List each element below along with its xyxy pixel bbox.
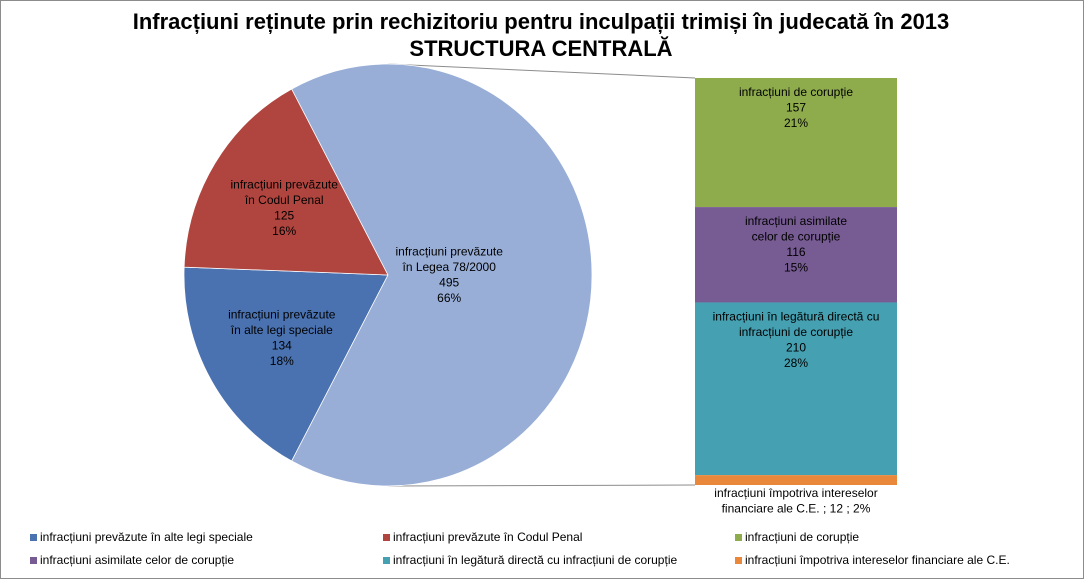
data-label-line: 15% (784, 261, 808, 275)
data-label-line: infracțiuni împotriva intereselor (714, 486, 877, 500)
bar-segment (695, 302, 897, 476)
legend-item: infracțiuni prevăzute în alte legi speci… (30, 530, 253, 544)
data-label-line: infracțiuni asimilate (745, 214, 847, 228)
legend-item: infracțiuni de corupție (735, 530, 859, 544)
legend-label: infracțiuni în legătură directă cu infra… (393, 553, 677, 567)
data-label-line: infracțiuni prevăzute (228, 308, 336, 322)
data-label-line: 134 (272, 339, 292, 353)
chart-subtitle: STRUCTURA CENTRALĂ (409, 36, 672, 61)
data-label-line: 157 (786, 101, 806, 115)
legend-label: infracțiuni de corupție (745, 530, 859, 544)
legend-item: infracțiuni asimilate celor de corupție (30, 553, 234, 567)
data-label-line: 28% (784, 356, 808, 370)
bar-segment-data-label: infracțiuni în legătură directă cuinfrac… (713, 310, 880, 371)
stacked-bar: infracțiuni de corupție15721%infracțiuni… (695, 78, 897, 516)
bar-segment-data-label: infracțiuni împotriva intereselor financi… (714, 486, 877, 516)
data-label-part: ; (820, 502, 830, 516)
bar-segment-data-label: infracțiuni asimilate celor de corupție11… (745, 214, 847, 275)
data-label-line: infracțiuni în legătură directă cu (713, 310, 880, 324)
legend-item: infracțiuni în legătură directă cu infra… (383, 553, 677, 567)
data-label-line: infracțiuni de corupție (739, 85, 853, 99)
series-lines (387, 63, 696, 487)
data-label-part: ; (843, 502, 853, 516)
data-label-line: 18% (270, 354, 294, 368)
data-label-part: 2% (853, 502, 871, 516)
data-label-line: 125 (274, 209, 294, 223)
legend-label: infracțiuni prevăzute în alte legi speci… (40, 530, 253, 544)
pie-slice (183, 266, 389, 462)
legend-swatch (735, 534, 742, 541)
series-line-top (387, 63, 696, 79)
legend-swatch (383, 557, 390, 564)
data-label-line: 21% (784, 116, 808, 130)
chart-title: Infracțiuni reținute prin rechizitoriu p… (133, 9, 950, 34)
legend-label: infracțiuni împotriva intereselor financ… (745, 553, 1010, 567)
data-label-line: 495 (439, 276, 459, 290)
legend: infracțiuni prevăzute în alte legi speci… (30, 530, 1010, 567)
data-label-line: 116 (786, 245, 805, 259)
data-label-line: 66% (437, 291, 461, 305)
legend-swatch (30, 557, 37, 564)
legend-swatch (383, 534, 390, 541)
data-label-line: infracțiuni prevăzute (396, 245, 504, 259)
data-label-line: 210 (786, 341, 806, 355)
legend-swatch (30, 534, 37, 541)
bar-segment (695, 78, 897, 208)
pie-slice (183, 88, 389, 276)
legend-item: infracțiuni prevăzute în Codul Penal (383, 530, 582, 544)
series-line-bottom (387, 484, 696, 487)
bar-segment (695, 207, 897, 303)
legend-label: infracțiuni asimilate celor de corupție (40, 553, 234, 567)
pie-slice (291, 63, 593, 487)
data-label-line: celor de corupție (752, 230, 841, 244)
legend-item: infracțiuni împotriva intereselor financ… (735, 553, 1010, 567)
data-label-line: în Codul Penal (244, 193, 324, 207)
data-label-part: 12 (830, 502, 844, 516)
data-label-line: infracțiuni de corupție (739, 325, 853, 339)
legend-label: infracțiuni prevăzute în Codul Penal (393, 530, 582, 544)
data-label-line: în Legea 78/2000 (401, 260, 496, 274)
data-label-line: 16% (272, 224, 296, 238)
data-label-part: financiare ale C.E. (722, 502, 820, 516)
data-label-line: în alte legi speciale (230, 323, 333, 337)
data-label-line: financiare ale C.E. ; 12 ; 2% (722, 502, 871, 516)
data-label-line: infracțiuni prevăzute (231, 178, 339, 192)
legend-swatch (735, 557, 742, 564)
bar-segment (695, 475, 897, 485)
